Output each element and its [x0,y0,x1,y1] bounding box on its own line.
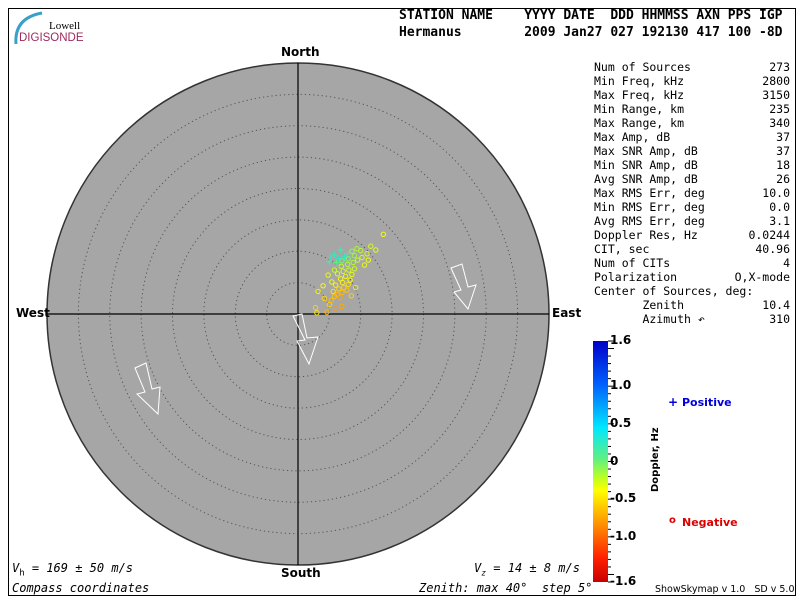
header-row-1: STATION NAME YYYY DATE DDD HHMMSS AXN PP… [399,8,783,23]
plot-frame [8,8,796,596]
stat-row: Max SNR Amp, dB 37 [594,144,790,158]
stat-value: 10.4 [762,298,790,312]
colorbar-tick-label: 0 [610,453,619,468]
vertical-velocity: Vz = 14 ± 8 m/s [474,561,580,577]
colorbar-tick-label: -1.0 [610,528,637,543]
colorbar-tick-label: -1.6 [610,574,637,588]
stat-value: 3150 [762,88,790,102]
stat-value: 37 [776,130,790,144]
zenith-note: Zenith: max 40° step 5° [419,581,593,595]
stat-row: Min Range, km 235 [594,102,790,116]
stat-value: 310 [769,312,790,326]
stat-label: Doppler Res, Hz [594,228,698,242]
stat-label: Min Range, km [594,102,685,116]
stat-label: Num of Sources [594,60,691,74]
stat-row: Avg SNR Amp, dB 26 [594,172,790,186]
stat-label: Max Amp, dB [594,130,671,144]
vz-value: = 14 ± 8 m/s [486,561,580,575]
stat-value: 0.0244 [748,228,790,242]
stat-row: Avg RMS Err, deg 3.1 [594,214,790,228]
stat-label: Azimuth ↶ [594,312,705,326]
stat-value: 37 [776,144,790,158]
logo-arc-icon [14,11,43,45]
stat-row: Num of Sources 273 [594,60,790,74]
direction-north: North [281,45,320,59]
stat-value: 0.0 [769,200,790,214]
vh-symbol: V [12,561,20,575]
stat-row: Max Freq, kHz 3150 [594,88,790,102]
stat-value: 340 [769,116,790,130]
version-info: ShowSkymap v 1.0 SD v 5.0 [655,584,795,595]
stat-row: Min Freq, kHz 2800 [594,74,790,88]
stat-value: O,X-mode [734,270,790,284]
stat-row: Max RMS Err, deg 10.0 [594,186,790,200]
stat-row: Max Amp, dB 37 [594,130,790,144]
stat-label: CIT, sec [594,242,650,256]
stat-value: 4 [783,256,790,270]
stat-value: 235 [769,102,790,116]
logo-line2: DIGISONDE [19,32,84,44]
vh-value: = 169 ± 50 m/s [24,561,134,575]
stat-label: Max Freq, kHz [594,88,685,102]
stat-label: Min SNR Amp, dB [594,158,698,172]
colorbar-tick-label: 0.5 [610,415,632,430]
colorbar-label: Doppler, Hz [650,427,661,492]
stat-row: Min SNR Amp, dB 18 [594,158,790,172]
stat-label: Polarization [594,270,678,284]
stat-label: Zenith [594,298,685,312]
stat-label: Avg SNR Amp, dB [594,172,698,186]
stat-row: Num of CITs 4 [594,256,790,270]
stat-label: Max SNR Amp, dB [594,144,698,158]
legend-positive: Positive [682,396,732,409]
stat-row: Polarization O,X-mode [594,270,790,284]
colorbar-ticks [608,340,614,583]
digisonde-logo: Lowell DIGISONDE [10,10,85,48]
stat-label: Max RMS Err, deg [594,186,705,200]
legend-negative-symbol: o [669,515,676,526]
stat-value: 273 [769,60,790,74]
direction-east: East [552,306,582,320]
stat-label: Max Range, km [594,116,685,130]
stat-value: 10.0 [762,186,790,200]
stat-value: 18 [776,158,790,172]
stat-label: Min Freq, kHz [594,74,685,88]
horizontal-velocity: Vh = 169 ± 50 m/s [12,561,133,578]
stat-row: CIT, sec 40.96 [594,242,790,256]
stat-value: 26 [776,172,790,186]
colorbar-tick-label: -0.5 [610,491,637,506]
stat-row: Zenith 10.4 [594,298,790,312]
logo-line1: Lowell [49,20,81,32]
stat-label: Center of Sources, deg: [594,284,754,298]
stat-row: Azimuth ↶ 310 [594,312,790,326]
stat-value: 40.96 [755,242,790,256]
vz-subscript: z [481,568,487,578]
colorbar-tick-label: 1.6 [610,333,632,347]
stat-row: Center of Sources, deg: [594,284,790,298]
vz-symbol: V [474,561,482,575]
direction-south: South [281,566,321,580]
stat-label: Avg RMS Err, deg [594,214,705,228]
header-row-2: Hermanus 2009 Jan27 027 192130 417 100 -… [399,25,783,40]
stat-label: Min RMS Err, deg [594,200,705,214]
stat-value: 2800 [762,74,790,88]
vh-subscript: h [19,568,25,579]
stat-row: Min RMS Err, deg 0.0 [594,200,790,214]
stat-row: Max Range, km 340 [594,116,790,130]
direction-west: West [16,306,50,320]
stat-value: 3.1 [769,214,790,228]
stat-label: Num of CITs [594,256,671,270]
compass-coordinates-note: Compass coordinates [12,581,150,595]
stat-row: Doppler Res, Hz 0.0244 [594,228,790,242]
doppler-colorbar [593,341,608,582]
legend-positive-symbol: + [668,395,679,409]
colorbar-tick-label: 1.0 [610,378,632,393]
legend-negative: Negative [682,516,738,529]
